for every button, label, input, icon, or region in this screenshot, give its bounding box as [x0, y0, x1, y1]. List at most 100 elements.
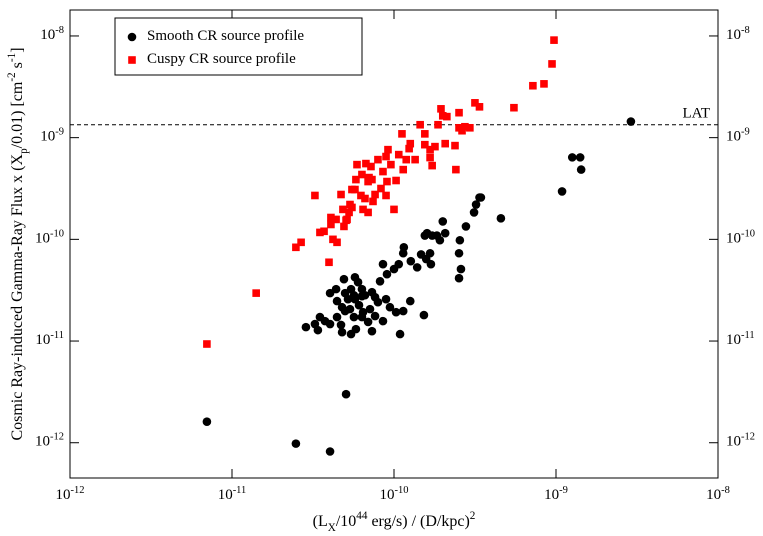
point [354, 300, 364, 310]
point [353, 160, 361, 169]
point [364, 208, 372, 217]
point [389, 264, 399, 274]
point [391, 307, 401, 317]
y-tick-label-right: 10-10 [726, 228, 755, 247]
point [458, 126, 466, 135]
point [455, 235, 465, 245]
point [373, 297, 383, 307]
point [385, 302, 395, 312]
y-tick-label: 10-11 [35, 330, 64, 349]
point [395, 329, 405, 339]
point [382, 269, 392, 279]
point [363, 317, 373, 327]
point [398, 248, 408, 258]
point [575, 153, 585, 162]
legend-marker [127, 32, 137, 42]
point [431, 142, 439, 151]
point [359, 205, 367, 214]
point [325, 258, 333, 267]
y-tick-label: 10-10 [35, 228, 64, 247]
point [339, 205, 347, 214]
point [382, 191, 390, 200]
point [383, 177, 391, 186]
point [327, 220, 335, 229]
point [367, 326, 377, 336]
point [374, 155, 382, 164]
point [340, 222, 348, 231]
y-tick-label: 10-12 [35, 432, 64, 451]
point [510, 103, 518, 112]
point [320, 227, 328, 236]
point [353, 277, 363, 287]
point [336, 320, 346, 330]
point [203, 340, 211, 348]
y-axis-title: Cosmic Ray-induced Gamma-Ray Flux x (Xp/… [6, 47, 30, 440]
point [292, 243, 300, 252]
point [365, 173, 373, 182]
y-tick-label-right: 10-12 [726, 432, 755, 451]
point [454, 248, 464, 258]
point [412, 263, 422, 272]
y-tick-label-right: 10-11 [726, 330, 755, 349]
point [345, 208, 353, 217]
point [370, 311, 380, 321]
point [426, 259, 436, 269]
point [325, 447, 335, 456]
x-tick-label: 10-9 [544, 485, 568, 504]
point [361, 194, 369, 203]
point [469, 208, 479, 217]
legend-marker [128, 56, 136, 64]
point [399, 165, 408, 174]
point [426, 153, 434, 162]
point [406, 139, 415, 148]
point [371, 190, 379, 199]
point [387, 160, 395, 169]
y-tick-label-right: 10-9 [726, 127, 750, 146]
y-tick-label-right: 10-8 [726, 25, 750, 44]
point [320, 316, 330, 326]
reference-label: LAT [683, 106, 711, 122]
point [466, 123, 474, 132]
point [440, 228, 450, 238]
point [349, 312, 359, 322]
point [332, 215, 340, 224]
point [452, 165, 460, 174]
point [339, 274, 349, 284]
point [333, 238, 341, 247]
point [475, 103, 484, 111]
point [454, 273, 464, 283]
y-tick-label: 10-9 [40, 127, 64, 146]
point [451, 141, 459, 150]
point [402, 155, 411, 164]
point [390, 205, 398, 214]
point [358, 170, 366, 179]
point [405, 144, 413, 153]
point [434, 120, 442, 129]
point [435, 235, 445, 245]
point [471, 200, 481, 209]
point [301, 322, 311, 332]
point [455, 108, 463, 117]
point [313, 325, 323, 335]
point [332, 296, 342, 306]
point [406, 256, 416, 266]
point [375, 276, 385, 286]
point [398, 306, 408, 316]
point [325, 288, 335, 298]
point [340, 306, 350, 316]
point [327, 213, 335, 222]
plot-frame [69, 9, 719, 479]
point [461, 122, 469, 131]
point [329, 235, 337, 244]
legend-label: Smooth CR source profile [147, 28, 304, 44]
point [443, 112, 451, 121]
point [381, 294, 391, 304]
point [384, 145, 392, 154]
point [311, 191, 319, 200]
point [369, 197, 377, 206]
point [425, 248, 435, 258]
point [550, 36, 558, 44]
point [437, 105, 445, 113]
point [337, 327, 347, 337]
